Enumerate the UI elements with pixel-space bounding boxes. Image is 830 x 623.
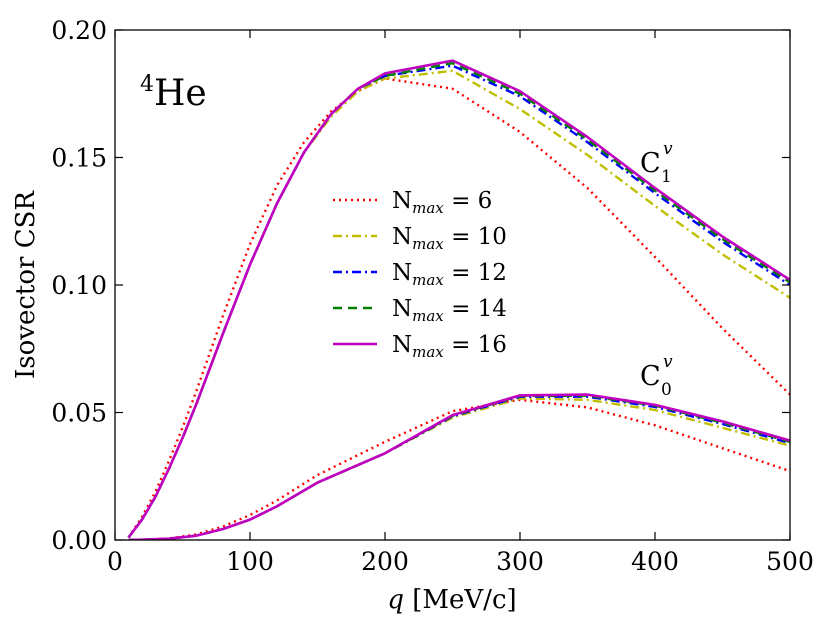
nucleus-mass: 4 <box>140 72 154 97</box>
series-line-Nmax16-C1 <box>127 59 790 539</box>
legend: Nmax = 6 Nmax = 10 Nmax = 12 Nmax = 14 Nmax … <box>333 188 507 361</box>
series-line-Nmax6-C1 <box>127 77 790 539</box>
x-tick-label: 0 <box>107 547 123 576</box>
series-lines <box>127 59 790 540</box>
svg-text:C: C <box>640 361 661 392</box>
legend-label-Nmax10: Nmax = 10 <box>392 224 507 253</box>
series-line-Nmax16-C0 <box>128 393 790 540</box>
nucleus-symbol: He <box>154 73 207 114</box>
series-line-Nmax12-C0 <box>128 395 790 540</box>
y-tick-label: 0.00 <box>51 526 107 555</box>
series-line-Nmax14-C0 <box>128 394 790 540</box>
y-axis-title: Isovector CSR <box>11 190 41 379</box>
x-tick-label: 200 <box>361 547 409 576</box>
y-tick-label: 0.20 <box>51 16 107 45</box>
svg-text:1: 1 <box>661 167 672 187</box>
x-tick-label: 500 <box>766 547 814 576</box>
series-line-Nmax10-C0 <box>128 397 790 540</box>
x-tick-label: 300 <box>496 547 544 576</box>
legend-label-Nmax14: Nmax = 14 <box>392 296 507 325</box>
svg-text:v: v <box>663 352 673 372</box>
y-tick-label: 0.10 <box>51 271 107 300</box>
x-axis-title: q [MeV/c] <box>387 585 516 615</box>
series-line-Nmax6-C0 <box>128 398 790 540</box>
curve-label-c1: C 1 v <box>640 139 673 187</box>
y-tick-label: 0.05 <box>51 399 107 428</box>
svg-text:v: v <box>663 139 673 159</box>
legend-label-Nmax16: Nmax = 16 <box>392 332 507 361</box>
curve-label-c0: C 0 v <box>640 352 673 400</box>
x-tick-label: 400 <box>631 547 679 576</box>
svg-text:0: 0 <box>661 380 672 400</box>
legend-label-Nmax12: Nmax = 12 <box>392 260 507 289</box>
svg-text:C: C <box>640 148 661 179</box>
axis-ticks: 0 100 200 300 400 500 0.00 0.05 0.10 0.15 0.20 <box>51 16 814 576</box>
y-tick-label: 0.15 <box>51 144 107 173</box>
nucleus-label: 4He <box>140 72 207 114</box>
legend-label-Nmax6: Nmax = 6 <box>392 188 492 217</box>
x-tick-label: 100 <box>226 547 274 576</box>
